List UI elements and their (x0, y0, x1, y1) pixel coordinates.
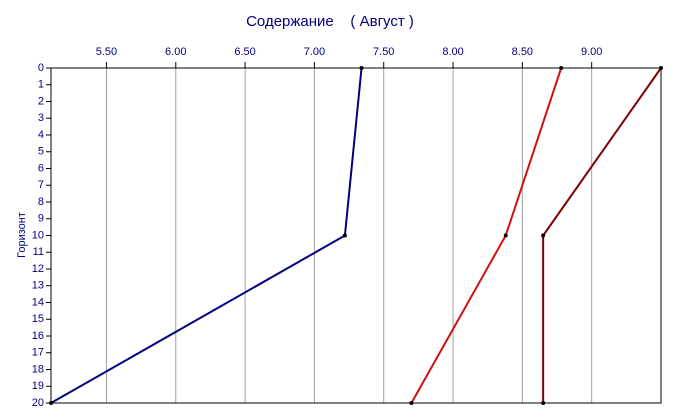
x-tick-label: 6.00 (165, 46, 186, 58)
y-tick-label: 7 (38, 179, 44, 191)
y-tick-label: 6 (38, 162, 44, 174)
data-point (541, 401, 546, 405)
y-tick-label: 0 (38, 62, 44, 74)
data-point (541, 233, 546, 238)
y-tick-label: 18 (32, 363, 44, 375)
y-tick-label: 10 (32, 229, 44, 241)
data-point (409, 401, 414, 405)
y-tick-label: 9 (38, 213, 44, 225)
x-tick-label: 9.00 (581, 46, 602, 58)
x-tick-label: 6.50 (234, 46, 255, 58)
y-tick-label: 14 (32, 296, 44, 308)
y-tick-label: 12 (32, 263, 44, 275)
y-tick-label: 20 (32, 397, 44, 409)
y-tick-label: 3 (38, 112, 44, 124)
data-point (559, 66, 564, 70)
x-tick-label: 7.00 (304, 46, 325, 58)
y-tick-label: 13 (32, 280, 44, 292)
y-tick-label: 11 (33, 246, 44, 258)
data-point (342, 233, 347, 238)
chart-title: Содержание ( Август ) (246, 13, 414, 30)
y-tick-label: 16 (32, 330, 44, 342)
data-point (359, 66, 364, 70)
y-tick-label: 8 (38, 196, 44, 208)
plot-frame (50, 67, 662, 404)
data-point (49, 401, 53, 405)
x-tick-label: 5.50 (96, 46, 117, 58)
x-tick-label: 8.00 (442, 46, 463, 58)
y-tick-label: 2 (38, 95, 44, 107)
data-point (659, 66, 663, 70)
y-tick-label: 15 (32, 313, 44, 325)
y-tick-label: 4 (38, 129, 44, 141)
y-axis-label: Горизонт (16, 212, 28, 258)
y-tick-label: 17 (32, 347, 44, 359)
x-tick-label: 8.50 (512, 46, 533, 58)
y-tick-label: 19 (32, 380, 44, 392)
y-tick-label: 1 (38, 79, 44, 91)
data-point (503, 233, 508, 238)
x-tick-label: 7.50 (373, 46, 394, 58)
y-tick-label: 5 (38, 146, 44, 158)
